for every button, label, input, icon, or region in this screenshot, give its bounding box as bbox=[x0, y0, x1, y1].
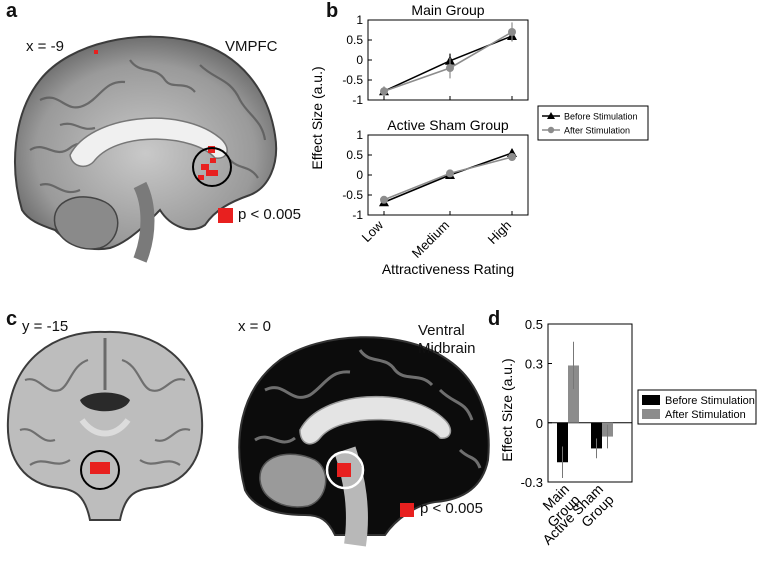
gyri-folds bbox=[29, 59, 267, 193]
legend-swatch-c bbox=[400, 503, 414, 517]
y-tick-label: 0.3 bbox=[525, 357, 543, 372]
legend-swatch-a bbox=[218, 208, 233, 223]
y-tick-label: -1 bbox=[352, 208, 363, 222]
data-point-circle bbox=[508, 28, 516, 36]
corpus-callosum-c bbox=[299, 395, 452, 445]
y-tick-label: 0 bbox=[356, 53, 363, 67]
roi-circle-midbrain bbox=[325, 450, 365, 490]
activation-cluster-vmpfc bbox=[94, 50, 218, 180]
cerebellum bbox=[53, 196, 119, 250]
y-tick-label: 0.5 bbox=[346, 33, 363, 47]
activation-cluster-coronal bbox=[90, 462, 110, 474]
y-tick-label: 1 bbox=[356, 13, 363, 27]
coord-label-coronal: y = -15 bbox=[22, 318, 69, 335]
legend-marker-triangle bbox=[547, 112, 555, 119]
region-label-midbrain: Midbrain bbox=[418, 340, 476, 357]
bar-before-stimulation bbox=[557, 422, 568, 463]
data-point-circle bbox=[380, 195, 388, 204]
brainstem bbox=[133, 181, 155, 263]
y-tick-label: 0.5 bbox=[346, 148, 363, 162]
chart-title-0: Main Group bbox=[411, 2, 484, 18]
chart-title-1: Active Sham Group bbox=[387, 117, 509, 133]
y-tick-label: 1 bbox=[356, 128, 363, 142]
panel-letter-b: b bbox=[326, 0, 339, 22]
coord-label-sagittal-c: x = 0 bbox=[238, 318, 271, 335]
roi-circle-vmpfc bbox=[192, 147, 232, 187]
region-label-ventral: Ventral bbox=[418, 322, 465, 339]
x-axis-label: Attractiveness Rating bbox=[382, 261, 514, 277]
legend-box bbox=[537, 105, 649, 141]
y-tick-label: -1 bbox=[352, 93, 363, 107]
panel-letter-c: c bbox=[6, 308, 18, 330]
coord-label-a: x = -9 bbox=[26, 38, 64, 55]
legend-marker-circle bbox=[547, 126, 555, 134]
y-tick-label: -0.5 bbox=[342, 73, 363, 87]
coronal-brain-image-c bbox=[6, 330, 204, 521]
panel-letter-a: a bbox=[6, 0, 18, 22]
y-tick-label: 0 bbox=[536, 416, 543, 431]
data-point-circle bbox=[446, 169, 454, 178]
roi-circle-coronal bbox=[80, 450, 120, 490]
coronal-gyri bbox=[19, 358, 191, 466]
legend-label: Before Stimulation bbox=[564, 112, 638, 122]
y-tick-label: 0 bbox=[356, 168, 363, 182]
white-matter-tract bbox=[79, 418, 131, 437]
ventricles bbox=[80, 392, 130, 412]
bar-after-stimulation bbox=[568, 365, 579, 423]
legend-label: After Stimulation bbox=[564, 126, 630, 136]
brain-outline bbox=[14, 35, 278, 250]
line-charts-b: Main Group -1 -0.5 0 0.5 1 Active Sham Group -1… bbox=[309, 2, 649, 277]
x-category-label: Medium bbox=[409, 218, 452, 261]
bar-before-stimulation bbox=[591, 422, 602, 449]
region-label-vmpfc: VMPFC bbox=[225, 38, 278, 55]
sagittal-gyri-c bbox=[254, 349, 482, 469]
cerebellum-c bbox=[259, 453, 327, 508]
y-tick-label: -0.5 bbox=[342, 188, 363, 202]
y-axis-label: Effect Size (a.u.) bbox=[309, 66, 325, 169]
data-point-circle bbox=[380, 87, 388, 96]
data-point-circle bbox=[446, 64, 454, 72]
y-axis-label: Effect Size (a.u.) bbox=[499, 358, 515, 461]
sagittal-brain-image-c bbox=[238, 336, 490, 547]
y-tick-label: 0.5 bbox=[525, 317, 543, 332]
legend-text-a: p < 0.005 bbox=[238, 206, 301, 223]
legend-label: Before Stimulation bbox=[665, 395, 755, 407]
data-point-circle bbox=[508, 153, 516, 161]
y-tick-label: -0.3 bbox=[521, 475, 543, 490]
brainstem-c bbox=[334, 446, 368, 547]
panel-letter-d: d bbox=[488, 308, 501, 330]
bar-plot-frame bbox=[547, 323, 633, 483]
legend-text-c: p < 0.005 bbox=[420, 500, 483, 517]
x-category-label: High bbox=[485, 218, 515, 248]
sagittal-brain-image-a bbox=[14, 35, 278, 263]
activation-cluster-midbrain bbox=[337, 463, 351, 477]
legend-label: After Stimulation bbox=[665, 409, 746, 421]
coronal-outline bbox=[6, 330, 204, 521]
legend-swatch bbox=[642, 395, 660, 405]
legend-swatch bbox=[642, 409, 660, 419]
